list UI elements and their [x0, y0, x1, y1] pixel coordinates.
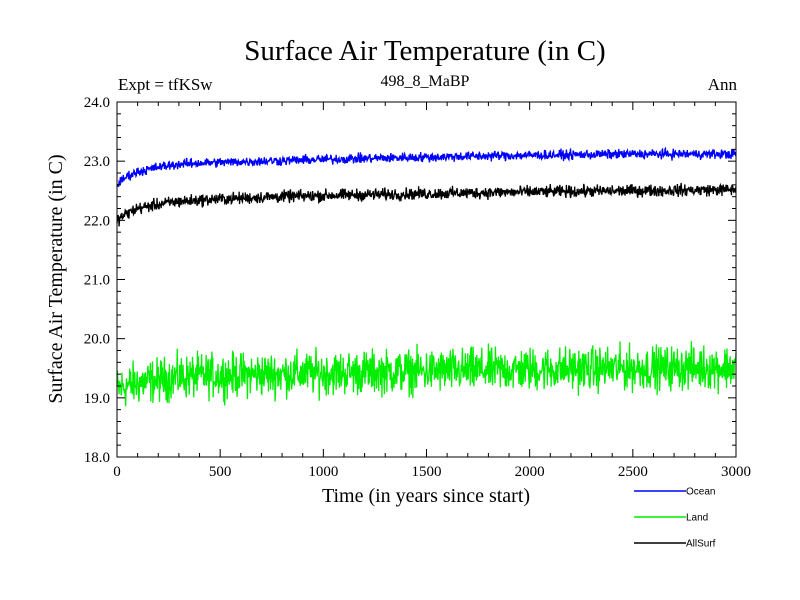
x-axis-label: Time (in years since start) — [322, 485, 530, 507]
y-tick-label: 21.0 — [84, 273, 110, 289]
legend-label-land: Land — [686, 513, 708, 524]
legend-label-ocean: Ocean — [686, 487, 715, 498]
series-line-land — [116, 341, 737, 407]
y-tick-label: 20.0 — [84, 332, 110, 348]
x-tick-label: 2000 — [515, 464, 545, 480]
x-tick-label: 3000 — [721, 464, 751, 480]
y-tick-label: 23.0 — [84, 154, 110, 170]
axes-group: 0 500 1000 1500 2000 2500 3000 18.0 19.0 20.0 21.0… — [84, 95, 751, 480]
chart-subtitle: 498_8_MaBP — [381, 73, 470, 90]
x-tick-label: 2500 — [618, 464, 648, 480]
legend-label-allsurf: AllSurf — [686, 539, 716, 550]
x-tick-label: 0 — [113, 464, 121, 480]
x-tick-label: 1000 — [308, 464, 338, 480]
x-tick-label: 1500 — [412, 464, 442, 480]
y-tick-label: 24.0 — [84, 95, 110, 111]
plot-series-group — [116, 146, 737, 407]
y-tick-label: 22.0 — [84, 213, 110, 229]
legend: Ocean Land AllSurf — [634, 487, 716, 550]
series-line-allsurf — [116, 182, 737, 227]
y-tick-label: 18.0 — [84, 450, 110, 466]
x-tick-label: 500 — [209, 464, 232, 480]
y-axis-label: Surface Air Temperature (in C) — [45, 154, 67, 403]
experiment-label: Expt = tfKSw — [118, 75, 213, 94]
series-line-ocean — [116, 146, 737, 187]
season-label: Ann — [708, 75, 738, 94]
y-tick-label: 19.0 — [84, 391, 110, 407]
chart-title: Surface Air Temperature (in C) — [244, 35, 605, 67]
